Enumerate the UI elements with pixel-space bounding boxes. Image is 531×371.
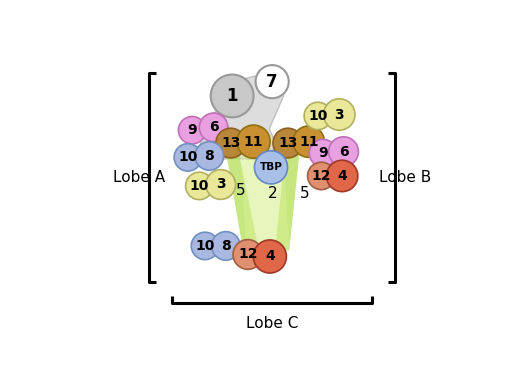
Text: 7: 7: [267, 73, 278, 91]
Text: 10: 10: [190, 179, 209, 193]
Text: 12: 12: [312, 169, 331, 183]
Text: Lobe A: Lobe A: [113, 170, 165, 185]
Circle shape: [293, 126, 324, 157]
Circle shape: [191, 232, 219, 260]
Text: 9: 9: [318, 146, 328, 160]
Circle shape: [233, 240, 263, 269]
Circle shape: [304, 102, 331, 129]
Text: 1: 1: [226, 87, 238, 105]
Polygon shape: [275, 154, 299, 250]
Text: 11: 11: [244, 135, 263, 149]
Circle shape: [174, 144, 202, 171]
Circle shape: [216, 128, 245, 158]
Text: 8: 8: [221, 239, 231, 253]
Text: 4: 4: [265, 249, 275, 263]
Text: 11: 11: [299, 135, 319, 149]
Circle shape: [211, 232, 240, 260]
Circle shape: [237, 125, 270, 158]
Text: 3: 3: [335, 108, 344, 122]
Circle shape: [329, 137, 358, 167]
Circle shape: [178, 116, 206, 144]
Text: 6: 6: [209, 120, 218, 134]
Text: 2: 2: [268, 186, 278, 201]
Circle shape: [253, 240, 286, 273]
Text: 4: 4: [337, 169, 347, 183]
Circle shape: [206, 170, 236, 199]
Circle shape: [195, 142, 224, 170]
Text: 9: 9: [187, 123, 197, 137]
Text: TBP: TBP: [260, 162, 282, 173]
Text: 8: 8: [204, 149, 214, 163]
Polygon shape: [241, 154, 289, 250]
Circle shape: [254, 151, 288, 184]
Circle shape: [309, 139, 337, 167]
Circle shape: [185, 172, 213, 200]
Text: 12: 12: [238, 247, 258, 262]
Polygon shape: [198, 75, 284, 162]
Text: 10: 10: [178, 150, 198, 164]
Circle shape: [307, 162, 335, 190]
Circle shape: [199, 113, 228, 142]
Text: 3: 3: [216, 177, 226, 191]
Text: 6: 6: [339, 145, 348, 159]
Circle shape: [323, 99, 355, 130]
Circle shape: [211, 75, 254, 117]
Circle shape: [327, 160, 358, 192]
Text: 13: 13: [221, 136, 241, 150]
Text: Lobe B: Lobe B: [380, 170, 432, 185]
Text: 13: 13: [278, 136, 297, 150]
Circle shape: [273, 128, 303, 158]
Text: 5: 5: [300, 186, 310, 201]
Polygon shape: [226, 154, 259, 253]
Text: 10: 10: [195, 239, 215, 253]
Circle shape: [255, 65, 289, 98]
Text: 10: 10: [308, 109, 328, 123]
Text: 5: 5: [236, 183, 245, 198]
Text: Lobe C: Lobe C: [246, 316, 298, 331]
